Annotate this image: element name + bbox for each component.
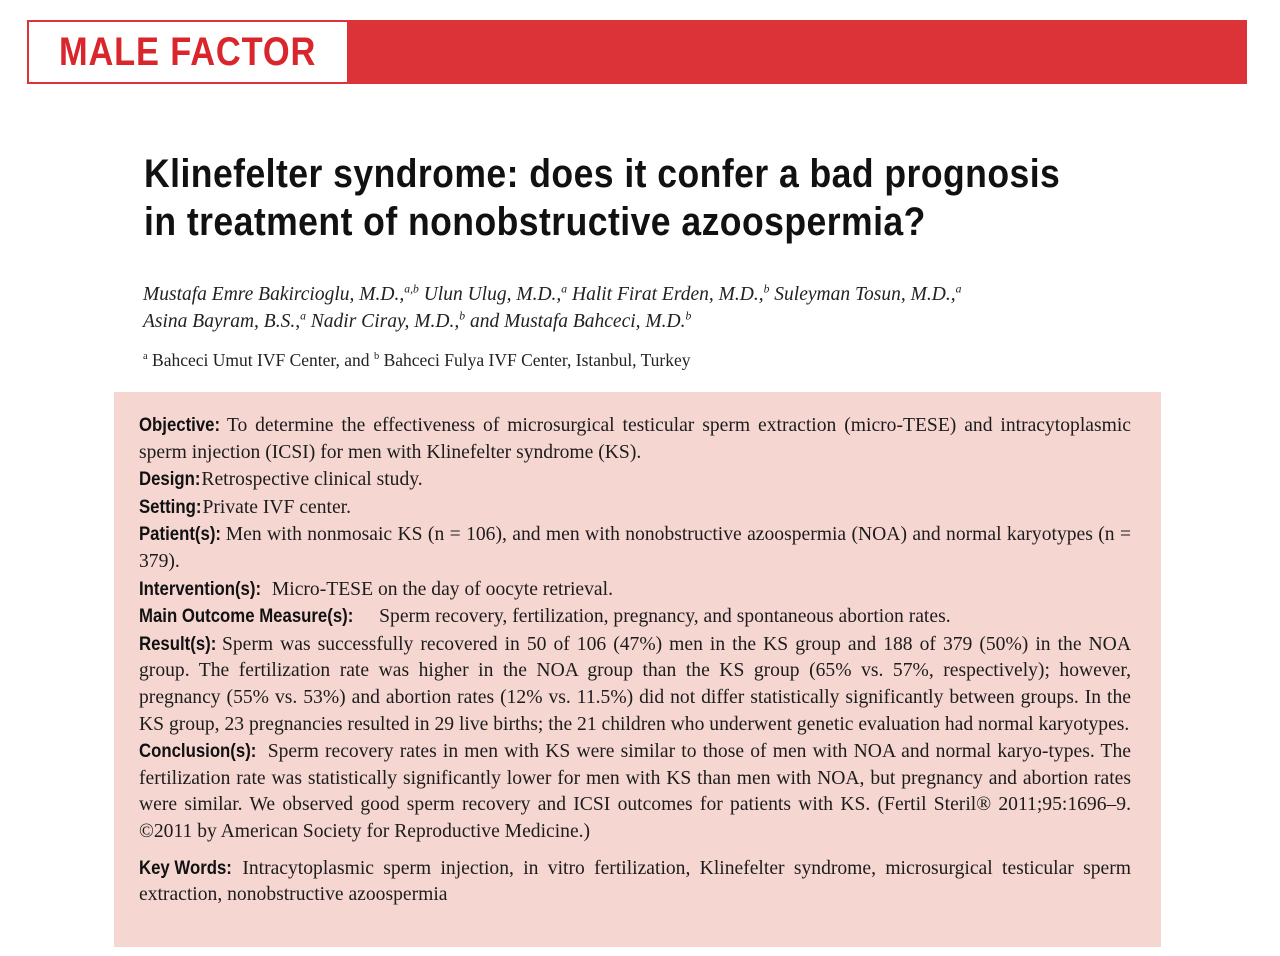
- author-name: Mustafa Emre Bakircioglu, M.D.,: [143, 284, 405, 305]
- affil-sup-b: b: [373, 351, 380, 363]
- abstract-text: Private IVF center.: [202, 496, 352, 518]
- author-line-1: Mustafa Emre Bakircioglu, M.D.,a,b Ulun …: [143, 281, 1143, 308]
- abstract-label: Patient(s):: [139, 523, 221, 546]
- abstract-text: Micro-TESE on the day of oocyte retrieva…: [271, 578, 613, 600]
- abstract-text: Sperm was successfully recovered in 50 o…: [139, 633, 1131, 735]
- author-affil-sup: a,b: [404, 282, 419, 296]
- abstract-text: Intracytoplasmic sperm injection, in vit…: [139, 857, 1131, 906]
- abstract-conclusion: Conclusion(s): Sperm recovery rates in m…: [139, 738, 1131, 845]
- abstract-design: Design: Retrospective clinical study.: [139, 466, 1131, 494]
- author-name: and Mustafa Bahceci, M.D.: [469, 311, 686, 332]
- abstract-main-outcome: Main Outcome Measure(s): Sperm recovery,…: [139, 603, 1131, 631]
- author-affil-sup: a: [300, 309, 306, 323]
- section-label: MALE FACTOR: [59, 29, 317, 74]
- abstract-patients: Patient(s): Men with nonmosaic KS (n = 1…: [139, 521, 1131, 575]
- author-name: Asina Bayram, B.S.,: [143, 311, 301, 332]
- author-affil-sup: a: [561, 282, 568, 296]
- abstract-label: Conclusion(s):: [139, 740, 257, 763]
- affil-text-a: Bahceci Umut IVF Center, and: [152, 350, 370, 370]
- abstract-text: Men with nonmosaic KS (n = 106), and men…: [139, 524, 1131, 572]
- author-list: Mustafa Emre Bakircioglu, M.D.,a,b Ulun …: [143, 281, 1143, 335]
- abstract-label: Setting:: [139, 495, 202, 518]
- section-banner: MALE FACTOR: [27, 20, 1247, 84]
- article-title: Klinefelter syndrome: does it confer a b…: [144, 150, 1061, 246]
- affiliations: a Bahceci Umut IVF Center, and b Bahceci…: [143, 348, 1143, 372]
- abstract-results: Result(s): Sperm was successfully recove…: [139, 631, 1131, 738]
- abstract-label: Key Words:: [139, 856, 232, 879]
- author-affil-sup: b: [459, 309, 466, 323]
- author-line-2: Asina Bayram, B.S.,a Nadir Ciray, M.D.,b…: [143, 308, 1143, 335]
- abstract-label: Main Outcome Measure(s):: [139, 605, 354, 628]
- abstract-label: Intervention(s):: [139, 577, 262, 600]
- abstract-setting: Setting: Private IVF center.: [139, 494, 1131, 522]
- abstract-text: Retrospective clinical study.: [201, 469, 423, 491]
- author-affil-sup: a: [955, 282, 962, 296]
- abstract-label: Result(s):: [139, 632, 217, 655]
- title-line-1: Klinefelter syndrome: does it confer a b…: [144, 152, 1061, 196]
- author-affil-sup: b: [763, 282, 770, 296]
- section-label-box: MALE FACTOR: [29, 22, 347, 82]
- abstract-label: Design:: [139, 468, 201, 491]
- abstract-key-words: Key Words: Intracytoplasmic sperm inject…: [139, 855, 1131, 909]
- author-name: Nadir Ciray, M.D.,: [310, 311, 460, 332]
- author-affil-sup: b: [685, 309, 692, 323]
- title-line-2: in treatment of nonobstructive azoosperm…: [144, 200, 926, 244]
- abstract-text: To determine the effectiveness of micros…: [139, 415, 1131, 463]
- abstract-text: Sperm recovery rates in men with KS were…: [139, 741, 1132, 842]
- abstract-objective: Objective: To determine the effectivenes…: [139, 412, 1131, 466]
- abstract-label: Objective:: [139, 414, 221, 436]
- abstract-text: Sperm recovery, fertilization, pregnancy…: [379, 606, 951, 628]
- author-name: Suleyman Tosun, M.D.,: [774, 284, 956, 305]
- affil-text-b: Bahceci Fulya IVF Center, Istanbul, Turk…: [383, 350, 691, 370]
- abstract-body: Objective: To determine the effectivenes…: [139, 412, 1131, 909]
- abstract-intervention: Intervention(s): Micro-TESE on the day o…: [139, 576, 1131, 604]
- abstract-box: Objective: To determine the effectivenes…: [114, 392, 1161, 947]
- author-name: Ulun Ulug, M.D.,: [423, 284, 562, 305]
- affil-sup-a: a: [143, 351, 148, 363]
- author-name: Halit Firat Erden, M.D.,: [572, 284, 764, 305]
